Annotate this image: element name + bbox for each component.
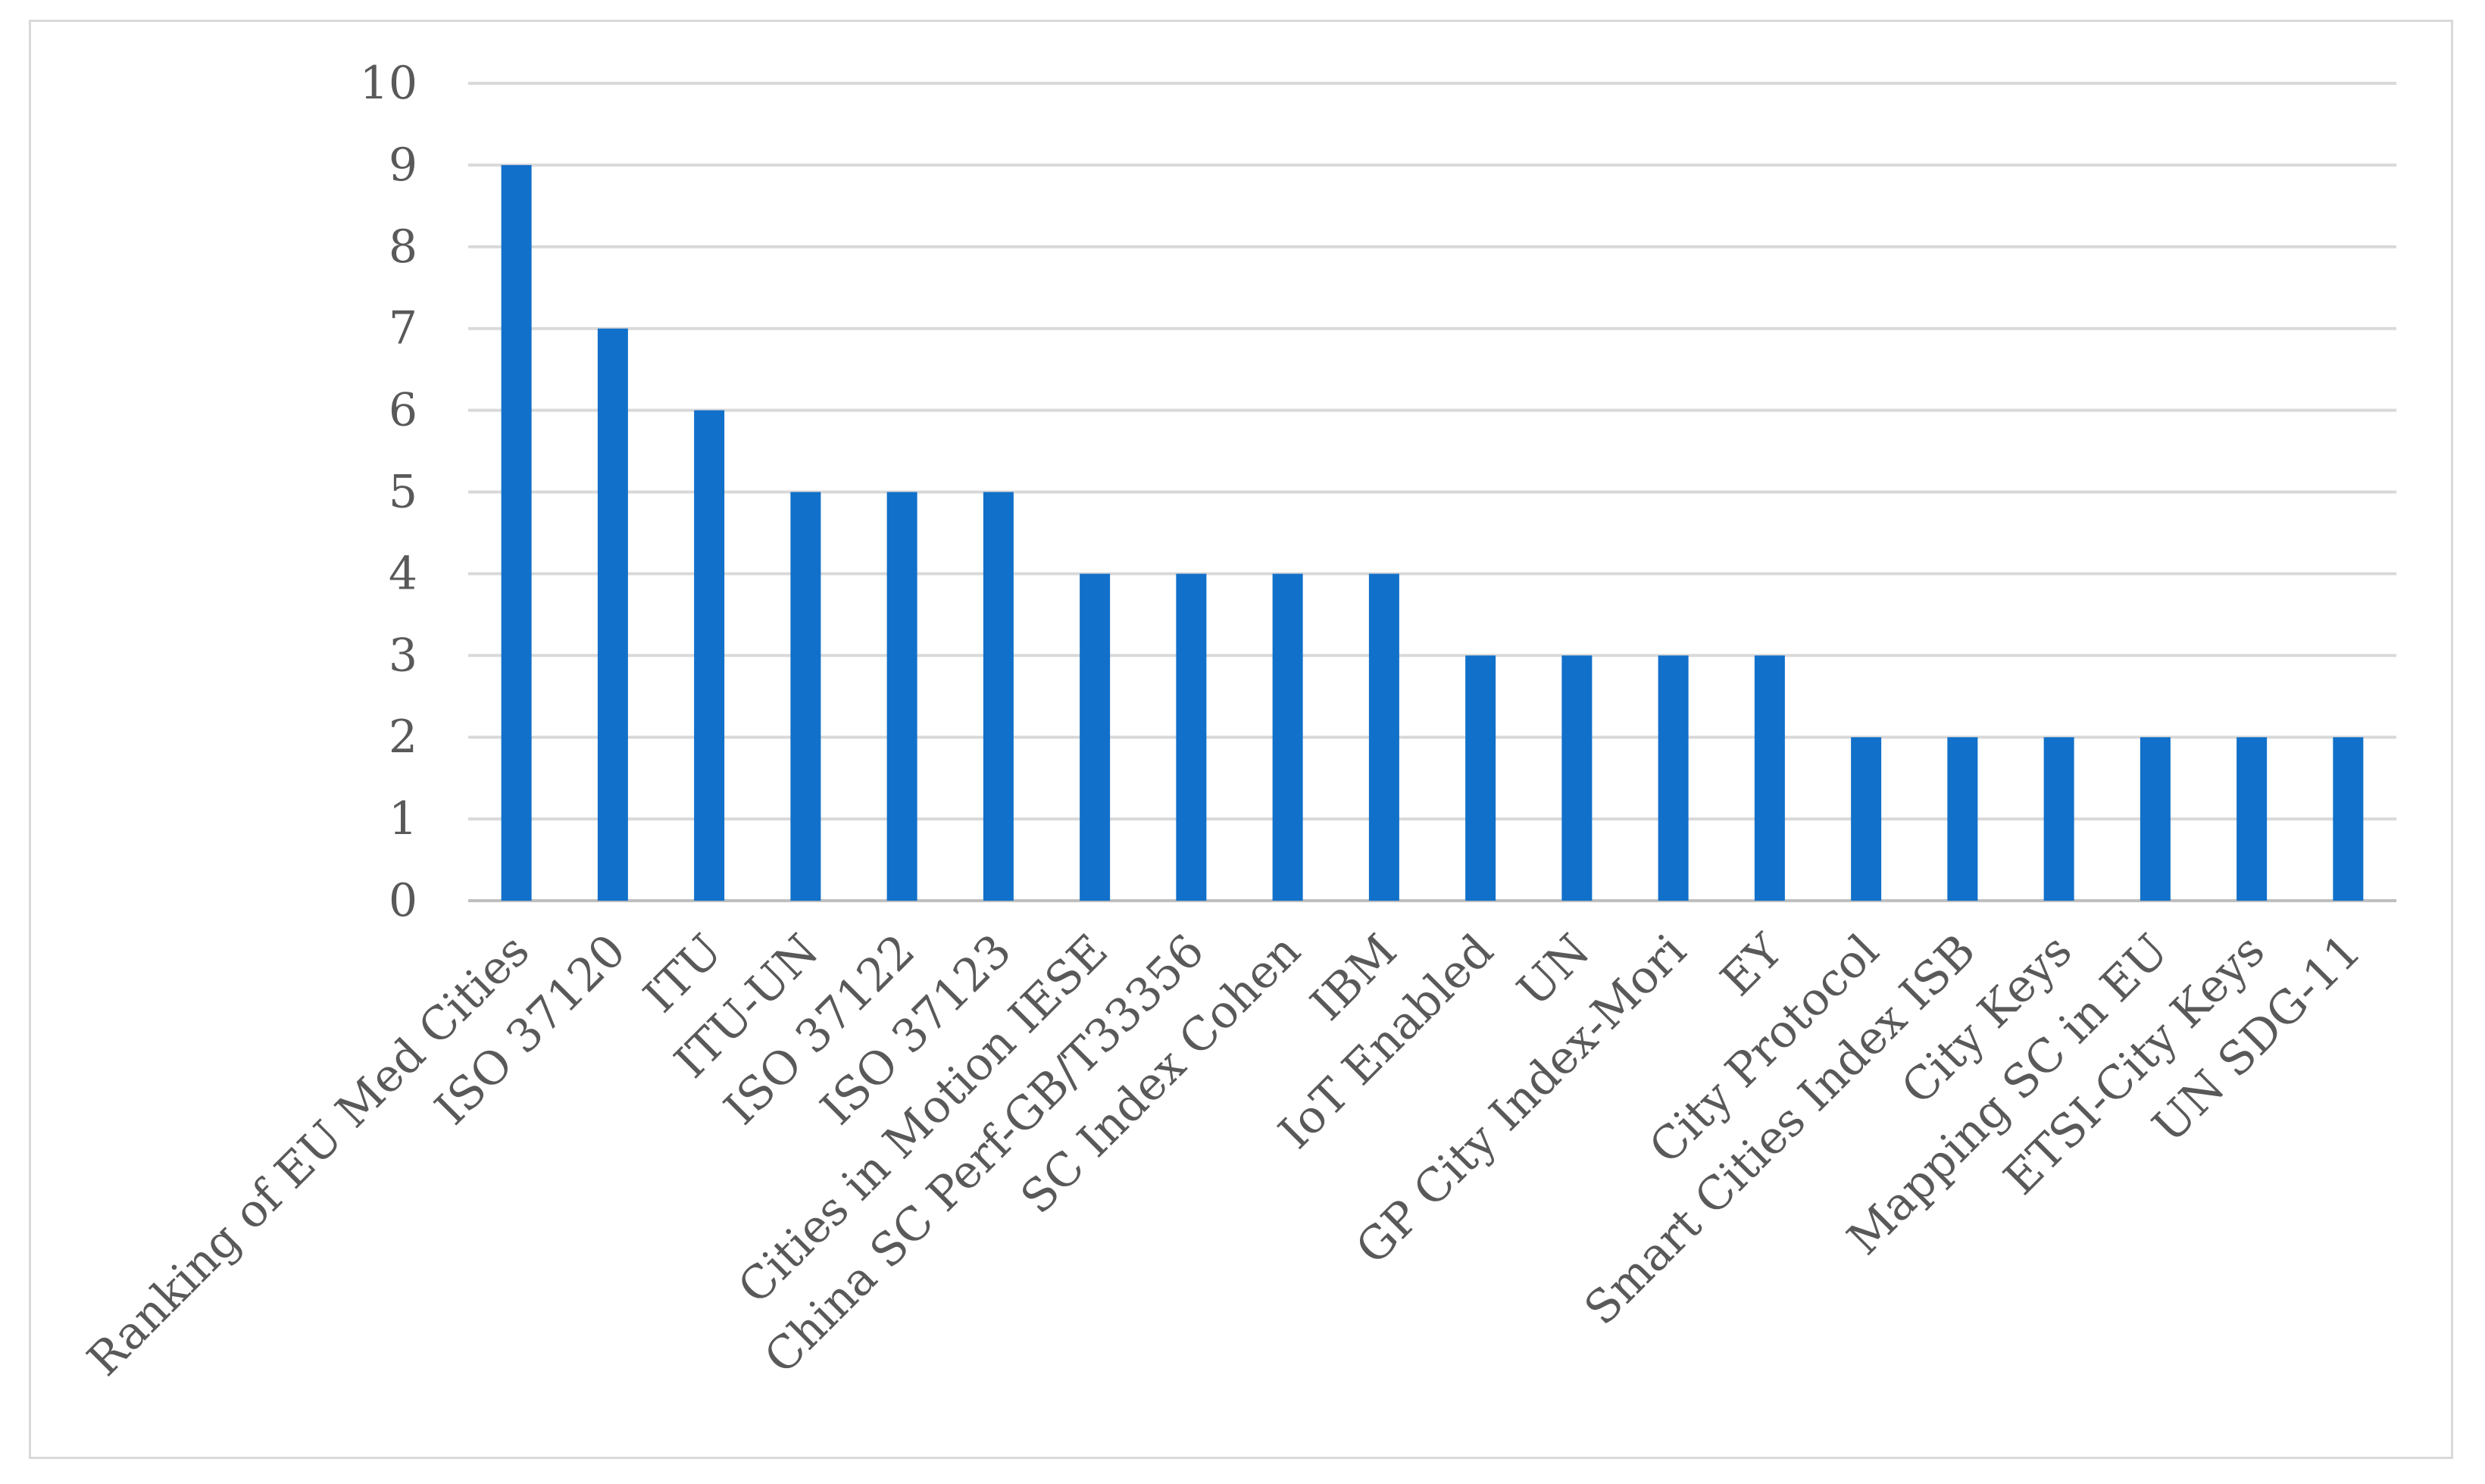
bar bbox=[694, 410, 725, 901]
bar bbox=[2236, 737, 2268, 901]
y-axis-ticks: 0 1 2 3 4 5 6 7 8 9 10 bbox=[360, 57, 417, 927]
y-tick-label: 10 bbox=[360, 57, 417, 110]
bars bbox=[501, 164, 2364, 901]
bar bbox=[1658, 655, 1689, 901]
y-tick-label: 6 bbox=[389, 384, 417, 437]
y-tick-label: 3 bbox=[389, 629, 417, 682]
gridlines bbox=[468, 82, 2396, 902]
bar bbox=[1754, 655, 1785, 901]
x-category-label: Ranking of EU Med Cities bbox=[77, 924, 539, 1386]
y-tick-label: 0 bbox=[389, 874, 417, 927]
bar bbox=[983, 492, 1014, 901]
bar bbox=[1080, 573, 1111, 901]
bar bbox=[1947, 737, 1978, 901]
bar bbox=[1561, 655, 1593, 901]
bar bbox=[1465, 655, 1496, 901]
y-tick-label: 7 bbox=[389, 302, 417, 355]
y-tick-label: 2 bbox=[389, 711, 417, 764]
y-tick-label: 1 bbox=[389, 792, 417, 845]
bar bbox=[597, 328, 628, 901]
bar bbox=[1851, 737, 1882, 901]
bar bbox=[2140, 737, 2171, 901]
bar bbox=[1272, 573, 1303, 901]
y-tick-label: 9 bbox=[389, 139, 417, 192]
y-tick-label: 8 bbox=[389, 220, 417, 273]
y-tick-label: 4 bbox=[389, 547, 417, 600]
bar bbox=[1176, 573, 1207, 901]
bar bbox=[2333, 737, 2364, 901]
y-tick-label: 5 bbox=[389, 466, 417, 519]
chart-frame: 0 1 2 3 4 5 6 7 8 9 10 Ranking of EU Med Cities ISO… bbox=[29, 20, 2453, 1459]
bar bbox=[886, 492, 917, 901]
bar bbox=[501, 164, 532, 901]
bar bbox=[2043, 737, 2074, 901]
bar bbox=[790, 492, 821, 901]
bar-chart: 0 1 2 3 4 5 6 7 8 9 10 Ranking of EU Med CitiesISO… bbox=[77, 57, 2396, 1386]
bar bbox=[1368, 573, 1399, 901]
